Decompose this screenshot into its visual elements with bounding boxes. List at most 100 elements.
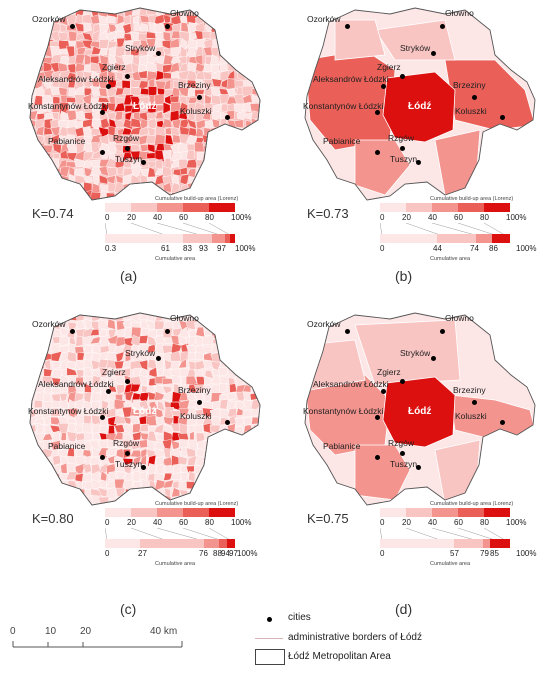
commune-polygon (36, 471, 46, 482)
commune-polygon (186, 79, 198, 89)
city-dot (100, 455, 105, 460)
lorenz-bar-segment (380, 234, 438, 243)
lorenz-top-tick: 80 (480, 213, 489, 222)
lorenz-bottom-tick: 44 (433, 244, 442, 253)
commune-polygon (374, 19, 456, 61)
commune-polygon (250, 442, 260, 451)
commune-polygon (259, 39, 260, 50)
city-label: Zgierz (102, 367, 126, 377)
commune-polygon (244, 486, 253, 499)
commune-polygon (92, 8, 103, 10)
commune-polygon (235, 479, 246, 491)
commune-polygon (139, 374, 149, 388)
city-label: Koluszki (455, 106, 487, 116)
commune-polygon (244, 343, 254, 355)
commune-polygon (20, 0, 29, 9)
city-dot (381, 84, 386, 89)
commune-polygon (67, 55, 76, 65)
commune-polygon (163, 479, 174, 489)
city-dot (106, 389, 111, 394)
city-dot (400, 146, 405, 151)
commune-polygon (228, 455, 238, 467)
commune-polygon (42, 503, 55, 505)
commune-polygon (30, 376, 37, 386)
lorenz-bottom-bar (380, 234, 510, 243)
lorenz-top-bar (105, 508, 235, 517)
city-label-lodz: Łódź (133, 101, 157, 112)
commune-polygon (219, 399, 229, 410)
commune-polygon (225, 14, 236, 26)
commune-polygon (30, 110, 39, 121)
commune-polygon (244, 184, 253, 194)
commune-polygon (258, 182, 260, 194)
commune-polygon (20, 191, 27, 198)
commune-polygon (20, 369, 28, 377)
choropleth-map (20, 0, 270, 201)
commune-polygon (34, 199, 46, 200)
commune-polygon (250, 375, 260, 386)
commune-polygon (145, 31, 156, 39)
map-panel-c: Ozorków Głowno Stryków Zgierz Aleksandrów Łó… (0, 305, 275, 617)
commune-polygon (36, 455, 46, 467)
commune-polygon (20, 120, 29, 130)
city-label-lodz: Łódź (408, 101, 432, 112)
commune-polygon (42, 479, 54, 491)
commune-polygon (41, 375, 53, 385)
city-label: Stryków (400, 348, 431, 358)
commune-polygon (210, 174, 222, 185)
commune-polygon (75, 504, 84, 505)
city-dot (125, 451, 130, 456)
commune-polygon (20, 159, 30, 167)
commune-polygon (251, 319, 260, 329)
commune-polygon (261, 8, 270, 18)
commune-polygon (74, 455, 86, 465)
commune-polygon (218, 143, 229, 155)
city-dot (156, 356, 161, 361)
commune-polygon (67, 8, 78, 10)
commune-polygon (20, 360, 28, 369)
commune-polygon (195, 182, 207, 194)
commune-polygon (162, 385, 173, 395)
city-label: Zgierz (377, 62, 401, 72)
commune-polygon (98, 174, 108, 185)
commune-polygon (242, 313, 252, 314)
commune-polygon (241, 456, 253, 468)
lorenz-bar-segment (131, 508, 157, 517)
commune-polygon (195, 488, 203, 500)
commune-polygon (250, 133, 260, 147)
commune-polygon (249, 465, 260, 475)
commune-polygon (21, 111, 30, 121)
lorenz-bar-segment (105, 508, 131, 517)
commune-polygon (133, 455, 142, 467)
commune-polygon (30, 470, 37, 484)
scale-label-20: 20 (80, 626, 92, 637)
commune-polygon (194, 46, 204, 58)
commune-polygon (212, 167, 222, 176)
commune-polygon (226, 335, 238, 347)
commune-polygon (22, 498, 29, 507)
commune-polygon (58, 8, 70, 9)
city-dot (156, 51, 161, 56)
commune-polygon (218, 382, 228, 395)
city-dot (70, 329, 75, 334)
commune-polygon (260, 105, 267, 113)
scale-bar: 0 10 20 40 km (8, 626, 198, 652)
city-label: Tuszyn (390, 154, 418, 164)
commune-polygon (250, 183, 260, 194)
commune-polygon (50, 503, 63, 505)
commune-polygon (59, 198, 69, 200)
commune-polygon (211, 78, 223, 87)
commune-polygon (252, 313, 260, 320)
commune-polygon (234, 40, 244, 49)
commune-polygon (205, 158, 215, 170)
commune-polygon (35, 126, 45, 136)
city-label: Ozorków (32, 319, 66, 329)
commune-polygon (227, 127, 236, 138)
commune-polygon (107, 313, 118, 315)
lorenz-bottom-caption: Cumulative area (430, 561, 471, 567)
city-label-lodz: Łódź (408, 406, 432, 417)
lorenz-bar-segment (209, 508, 235, 517)
commune-polygon (113, 414, 126, 425)
map-panel-d: Ozorków Głowno Stryków Zgierz Aleksandrów Łó… (275, 305, 550, 617)
scale-label-40: 40 km (150, 626, 178, 637)
